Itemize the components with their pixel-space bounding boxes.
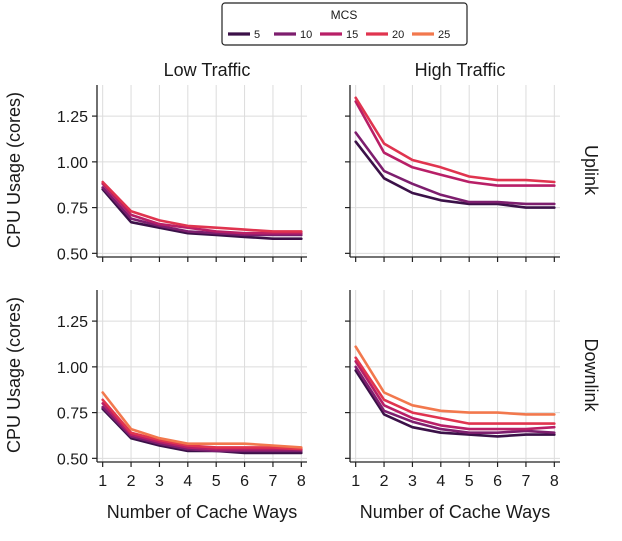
legend: MCS 5 10 15 20 25 — [221, 2, 468, 46]
series-line-mcs-5 — [354, 140, 556, 209]
axis-labels: CPU Usage (cores) CPU Usage (cores) Number… — [4, 92, 550, 522]
series-line-mcs-20 — [354, 96, 556, 184]
series-line-mcs-10 — [101, 405, 303, 453]
y-axis-label-downlink: CPU Usage (cores) — [4, 297, 24, 453]
x-tick-label: 7 — [268, 473, 277, 490]
x-tick-label: 2 — [127, 473, 136, 490]
series-line-mcs-10 — [101, 186, 303, 237]
legend-label-20: 20 — [392, 29, 404, 41]
x-tick-label: 2 — [380, 473, 389, 490]
series-line-mcs-15 — [354, 360, 556, 431]
legend-label-25: 25 — [438, 29, 450, 41]
legend-label-15: 15 — [346, 29, 358, 41]
series-line-mcs-5 — [101, 188, 303, 240]
facet-panels: 0.50 0.75 1.00 1.25 0.50 0.75 1.00 1.25 1 2 3 4 5 6 7 8… — [57, 85, 560, 490]
y-tick-label: 1.00 — [57, 155, 88, 172]
column-title-high-traffic: High Traffic — [415, 60, 506, 80]
y-tick-label: 1.25 — [57, 314, 88, 331]
series-line-mcs-5 — [354, 369, 556, 438]
legend-label-10: 10 — [300, 29, 312, 41]
legend-label-5: 5 — [254, 29, 260, 41]
x-axis-label-high-traffic: Number of Cache Ways — [360, 502, 550, 522]
legend-title: MCS — [331, 8, 358, 22]
x-tick-label: 1 — [98, 473, 107, 490]
panel-low-traffic-downlink: 0.50 0.75 1.00 1.25 1 2 3 4 5 6 7 8 — [57, 290, 307, 490]
y-tick-label: 1.25 — [57, 109, 88, 126]
series-line-mcs-20 — [101, 398, 303, 451]
x-tick-label: 5 — [212, 473, 221, 490]
y-tick-label: 1.00 — [57, 360, 88, 377]
series-line-mcs-15 — [354, 100, 556, 187]
x-tick-label: 4 — [183, 473, 192, 490]
series-line-mcs-20 — [354, 356, 556, 425]
y-tick-label: 0.75 — [57, 201, 88, 218]
series-line-mcs-15 — [101, 182, 303, 235]
x-tick-label: 3 — [408, 473, 417, 490]
series-line-mcs-15 — [101, 402, 303, 451]
x-tick-label: 3 — [155, 473, 164, 490]
row-title-uplink: Uplink — [581, 145, 601, 196]
column-title-low-traffic: Low Traffic — [164, 60, 251, 80]
panel-high-traffic-downlink: 1 2 3 4 5 6 7 8 — [345, 290, 560, 490]
x-tick-label: 6 — [493, 473, 502, 490]
facet-titles: Low Traffic High Traffic Uplink Downlink — [164, 60, 601, 413]
x-tick-label: 8 — [297, 473, 306, 490]
x-tick-label: 8 — [550, 473, 559, 490]
panel-high-traffic-uplink — [345, 85, 560, 262]
x-axis-label-low-traffic: Number of Cache Ways — [107, 502, 297, 522]
series-line-mcs-25 — [354, 345, 556, 416]
series-line-mcs-10 — [354, 131, 556, 206]
series-line-mcs-20 — [101, 180, 303, 233]
y-tick-label: 0.75 — [57, 406, 88, 423]
y-tick-label: 0.50 — [57, 451, 88, 468]
x-tick-label: 7 — [521, 473, 530, 490]
x-tick-label: 4 — [436, 473, 445, 490]
x-tick-label: 5 — [465, 473, 474, 490]
panel-low-traffic-uplink: 0.50 0.75 1.00 1.25 — [57, 85, 307, 263]
series-line-mcs-10 — [354, 365, 556, 434]
x-tick-label: 1 — [351, 473, 360, 490]
row-title-downlink: Downlink — [581, 338, 601, 412]
x-tick-label: 6 — [240, 473, 249, 490]
y-tick-label: 0.50 — [57, 246, 88, 263]
series-line-mcs-25 — [101, 391, 303, 449]
y-axis-label-uplink: CPU Usage (cores) — [4, 92, 24, 248]
